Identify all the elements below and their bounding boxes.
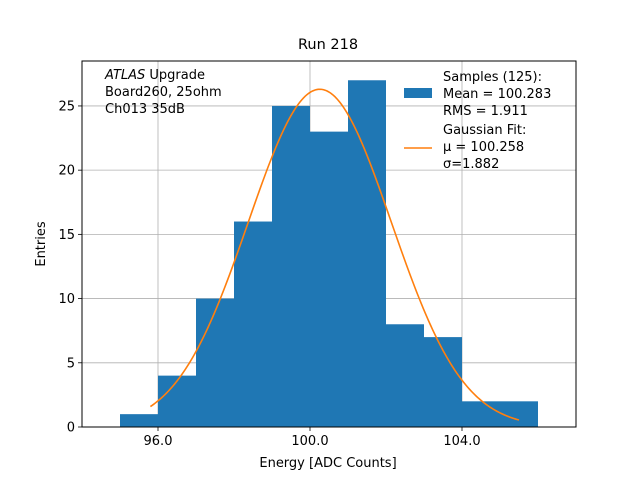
gaussian-fit-layer (149, 88, 520, 421)
x-tick-label: 96.0 (144, 434, 173, 449)
histogram-bar (348, 80, 386, 428)
histogram-bar (386, 324, 424, 427)
histogram-bar (272, 105, 310, 428)
plot-frame (81, 60, 577, 428)
legend-hist-swatch (404, 88, 432, 98)
legend: Samples (125): Mean = 100.283 RMS = 1.91… (404, 70, 551, 172)
x-tick-label: 104.0 (443, 434, 480, 449)
histogram-bar (234, 221, 272, 427)
chart-title: Run 218 (298, 37, 358, 53)
legend-hist-text: RMS = 1.911 (443, 104, 528, 119)
annotation-text: Board260, 25ohm (105, 85, 222, 100)
y-axis-label: Entries (34, 221, 49, 267)
y-tick-label: 0 (67, 421, 75, 436)
x-tick-label: 100.0 (291, 434, 328, 449)
legend-fit-text: μ = 100.258 (443, 140, 524, 155)
histogram-bar (424, 337, 462, 427)
histogram-bar (158, 375, 196, 427)
histogram-bars (120, 80, 538, 428)
histogram-bar (310, 131, 348, 427)
atlas-annotation: ATLAS Upgrade Board260, 25ohm Ch013 35dB (104, 68, 222, 117)
axis-ticks: 96.0 100.0 104.0 0 5 10 15 20 25 (58, 99, 480, 449)
annotation-line: Ch013 35dB (105, 102, 185, 117)
gaussian-fit-curve (149, 88, 520, 421)
annotation-line: Board260, 25ohm (105, 85, 222, 100)
y-tick-label: 15 (58, 228, 75, 243)
y-tick-label: 10 (58, 292, 75, 307)
histogram-bar (120, 414, 158, 427)
legend-fit-text: Gaussian Fit: (443, 123, 526, 138)
histogram-bar (500, 401, 538, 427)
histogram-bar (462, 401, 500, 427)
legend-hist-text: Mean = 100.283 (443, 87, 551, 102)
annotation-text: Ch013 35dB (105, 102, 185, 117)
annotation-italic-text: ATLAS (104, 68, 145, 83)
annotation-line: ATLAS Upgrade (104, 68, 205, 83)
y-tick-label: 25 (58, 99, 75, 114)
x-axis-label: Energy [ADC Counts] (259, 456, 396, 471)
legend-fit-text: σ=1.882 (443, 157, 499, 172)
histogram-bar (196, 298, 234, 427)
legend-hist-text: Samples (125): (443, 70, 542, 85)
annotation-text: Upgrade (145, 68, 205, 83)
y-tick-label: 5 (67, 356, 75, 371)
y-tick-label: 20 (58, 164, 75, 179)
